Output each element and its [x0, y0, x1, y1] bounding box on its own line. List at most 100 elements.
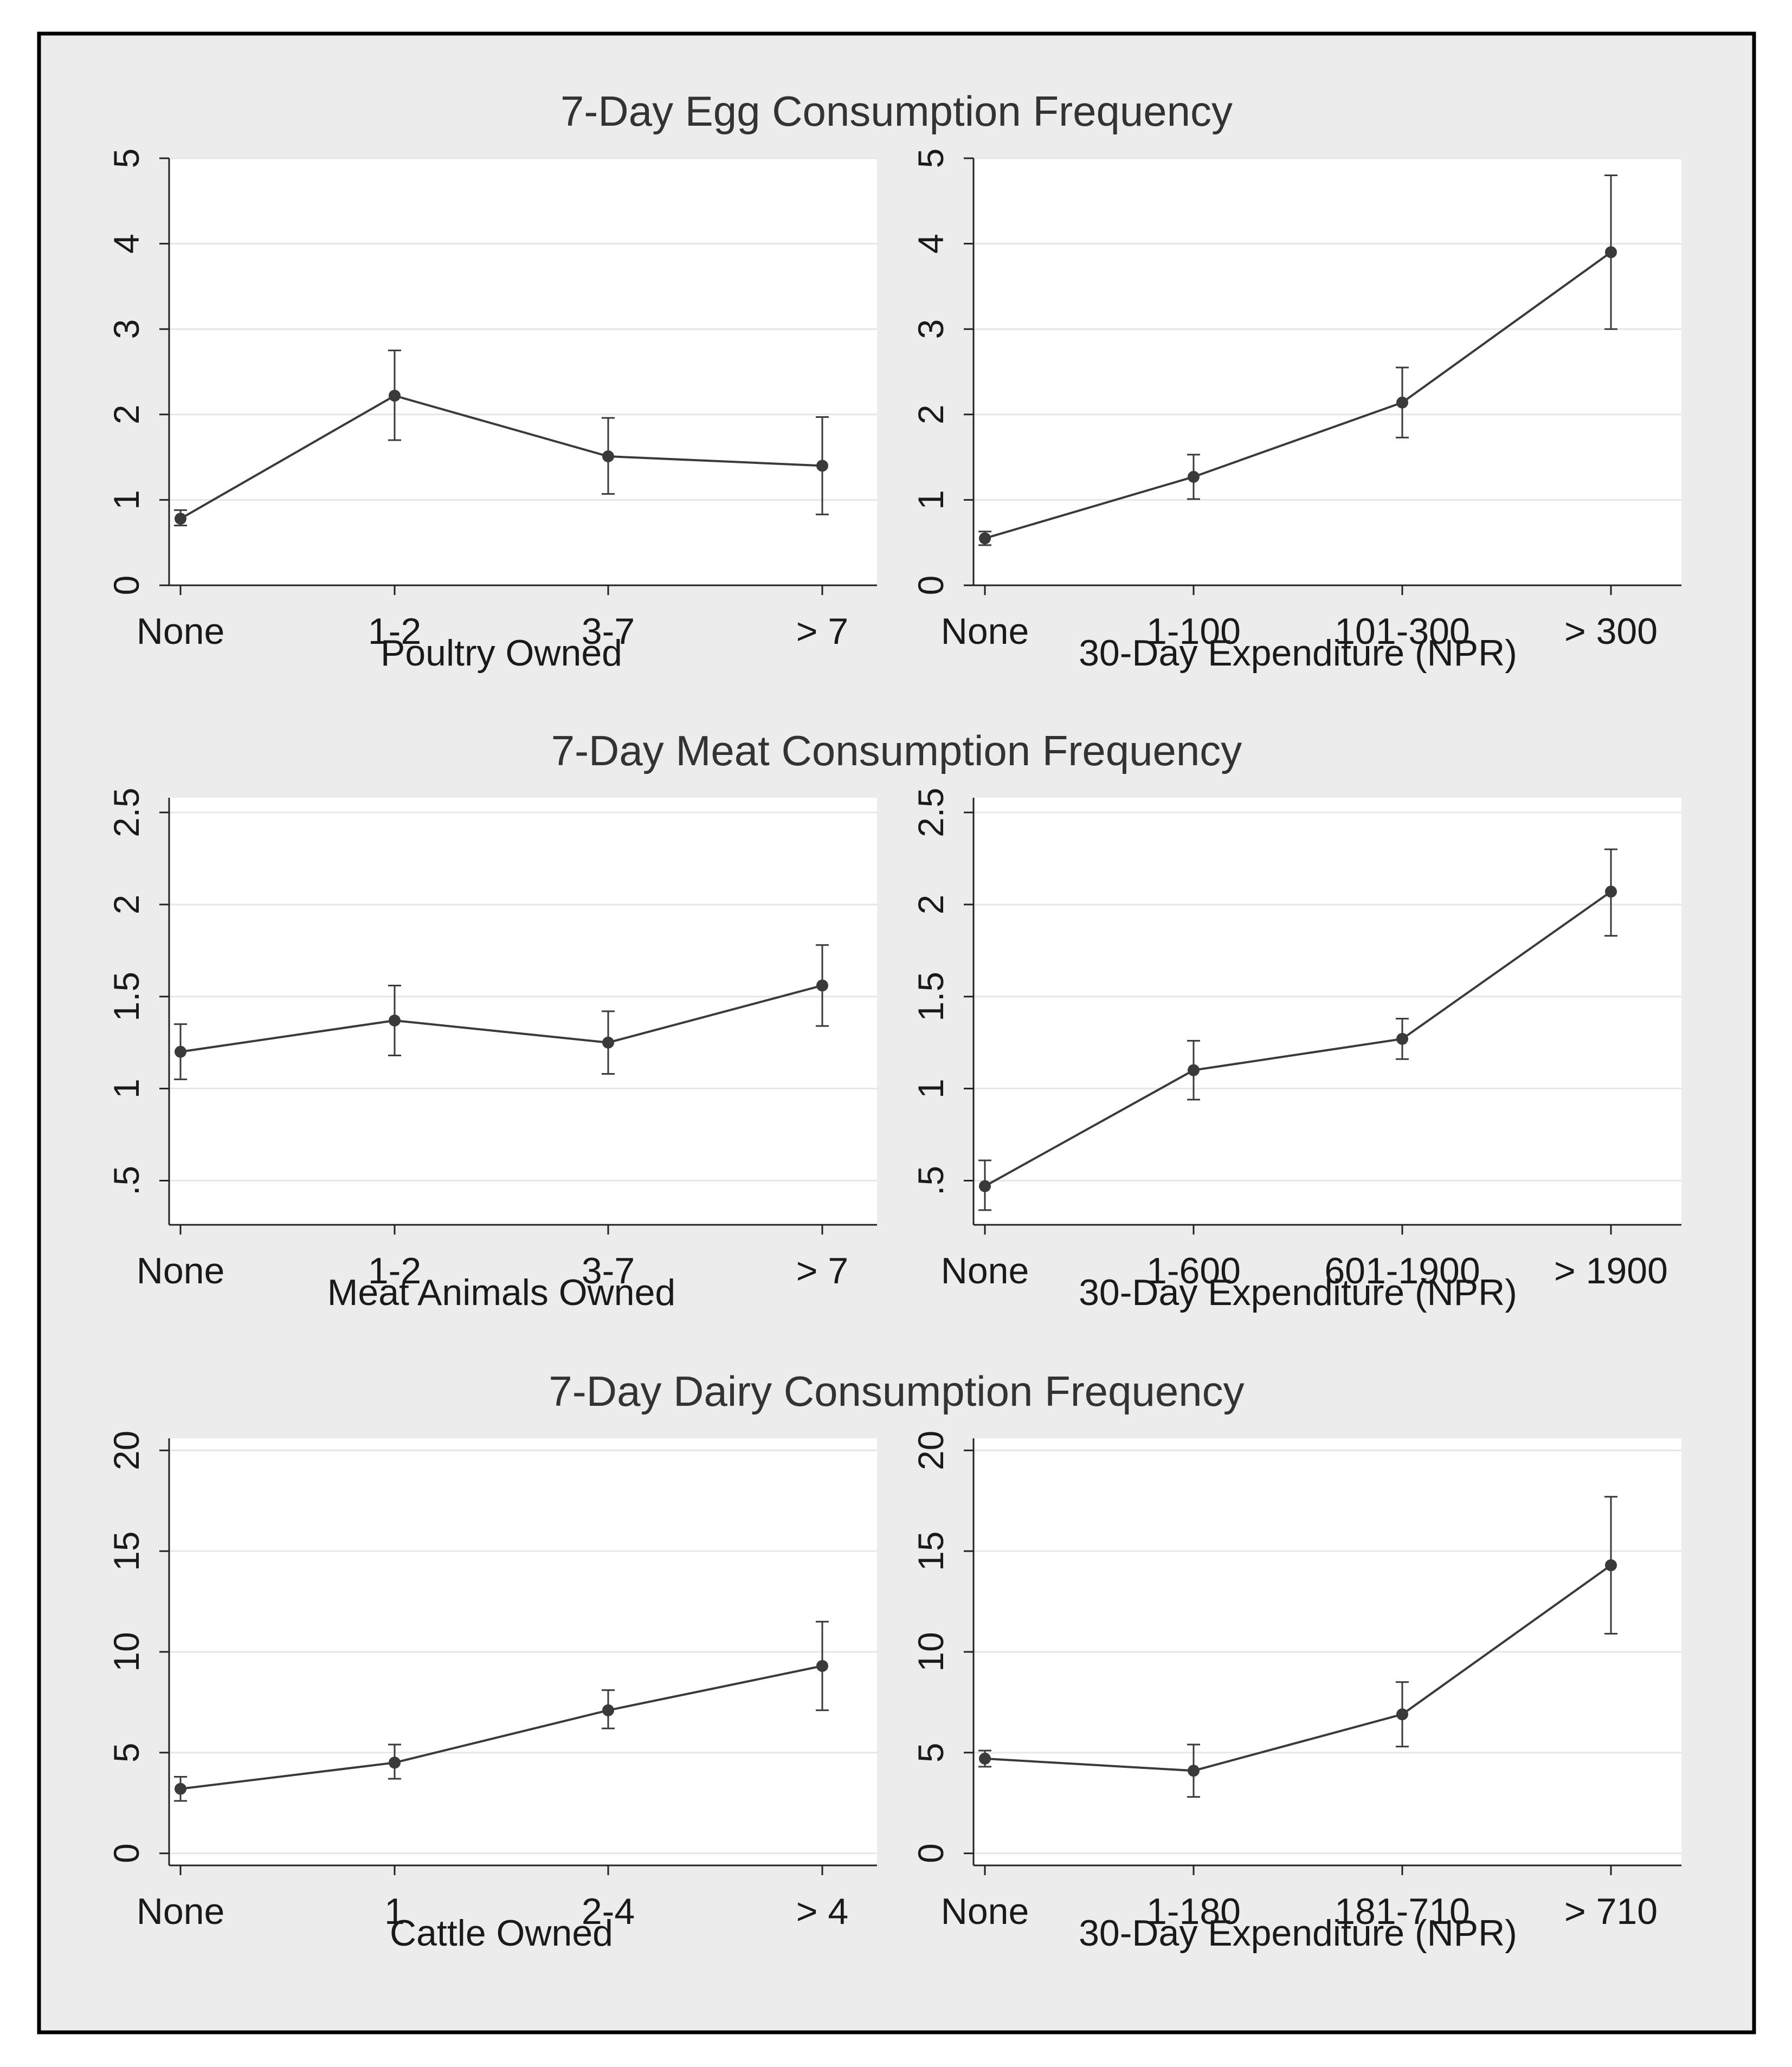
x-tick-label: None: [137, 1250, 225, 1291]
panel-5: 0 5 10 15 20 None 1-180 181-710 > 710 30-Day Expe…: [911, 1431, 1681, 1954]
y-tick-label: 15: [106, 1531, 146, 1571]
data-point: [1396, 1032, 1408, 1045]
panel-3: .5 1 1.5 2 2.5 None 1-600 601-1900 > 1900 30-Day …: [911, 787, 1681, 1313]
x-axis-title: Meat Animals Owned: [327, 1272, 676, 1313]
data-point: [816, 1660, 828, 1672]
y-tick-label: .5: [911, 1166, 951, 1196]
y-tick-label: 0: [911, 1843, 951, 1863]
data-point: [1188, 1064, 1200, 1076]
y-tick-label: 20: [911, 1431, 951, 1470]
y-tick-label: 1: [911, 490, 951, 510]
series-line: [180, 1665, 823, 1790]
y-tick-label: 0: [106, 1843, 146, 1863]
x-tick-label: 1-2: [368, 1250, 421, 1291]
x-tick-label: None: [941, 1250, 1029, 1291]
data-point: [979, 1180, 991, 1192]
x-tick-label: 601-1900: [1324, 1250, 1480, 1291]
data-point: [1605, 886, 1617, 898]
x-tick-label: None: [137, 611, 225, 652]
data-point: [602, 1036, 614, 1049]
y-tick-label: 2.5: [911, 787, 951, 837]
y-tick-label: .5: [106, 1166, 146, 1196]
x-tick-label: 101-300: [1335, 611, 1470, 652]
x-tick-label: 1-2: [368, 611, 421, 652]
data-point: [389, 1756, 401, 1769]
x-tick-label: None: [941, 611, 1029, 652]
y-tick-label: 1.5: [106, 972, 146, 1022]
y-tick-label: 10: [106, 1632, 146, 1671]
x-tick-label: None: [941, 1891, 1029, 1932]
panel-2: .5 1 1.5 2 2.5 None 1-2 3-7 > 7 Meat Animals Owne…: [106, 787, 877, 1313]
series-line: [180, 984, 823, 1053]
y-tick-label: 2: [106, 895, 146, 915]
y-tick-label: 3: [106, 319, 146, 339]
y-tick-label: 15: [911, 1531, 951, 1571]
x-tick-label: None: [137, 1891, 225, 1932]
plot-area: [974, 158, 1681, 585]
panel-4: 0 5 10 15 20 None 1 2-4 > 4 Cattle Owned: [106, 1431, 877, 1954]
data-point: [1396, 396, 1408, 409]
x-axis-title: Cattle Owned: [390, 1913, 613, 1954]
y-tick-label: 0: [106, 576, 146, 596]
y-tick-label: 3: [911, 319, 951, 339]
plot-area: [169, 798, 877, 1225]
panel-1: 0 1 2 3 4 5 None 1-100 101-300 > 300 30-Day Expend…: [911, 148, 1681, 674]
x-axis-title: 30-Day Expenditure (NPR): [1079, 1913, 1517, 1954]
series-line: [984, 1564, 1612, 1772]
x-tick-label: > 7: [796, 1250, 848, 1291]
data-point: [1396, 1708, 1408, 1721]
y-tick-label: 10: [911, 1632, 951, 1671]
data-point: [1605, 246, 1617, 259]
data-point: [389, 1014, 401, 1026]
y-tick-label: 4: [106, 234, 146, 254]
data-point: [1605, 1559, 1617, 1572]
data-point: [602, 1704, 614, 1716]
plot-area: [974, 798, 1681, 1225]
y-tick-label: 5: [106, 1742, 146, 1762]
y-tick-label: 20: [106, 1431, 146, 1470]
row-title-meat: 7-Day Meat Consumption Frequency: [551, 727, 1242, 774]
y-tick-label: 5: [911, 1742, 951, 1762]
x-tick-label: > 710: [1564, 1891, 1658, 1932]
x-tick-label: 1-180: [1146, 1891, 1241, 1932]
series-line: [984, 890, 1612, 1187]
y-tick-label: 1.5: [911, 972, 951, 1022]
x-tick-label: 181-710: [1335, 1891, 1470, 1932]
data-point: [816, 979, 828, 992]
data-point: [1188, 1765, 1200, 1777]
y-tick-label: 1: [911, 1078, 951, 1099]
y-tick-label: 5: [106, 148, 146, 169]
plot-area: [169, 158, 877, 585]
x-tick-label: 3-7: [582, 611, 635, 652]
series-line: [984, 251, 1612, 540]
data-point: [979, 532, 991, 545]
data-point: [175, 1782, 186, 1795]
data-point: [175, 1045, 186, 1058]
x-axis-title: Poultry Owned: [381, 632, 622, 674]
data-point: [979, 1753, 991, 1765]
y-tick-label: 0: [911, 576, 951, 596]
x-tick-label: 1-100: [1146, 611, 1241, 652]
x-tick-label: > 7: [796, 611, 848, 652]
row-title-dairy: 7-Day Dairy Consumption Frequency: [549, 1367, 1244, 1415]
y-tick-label: 1: [106, 490, 146, 510]
panels: 0 1 2 3 4 5 None 1-2 3-7 > 7 Poultry Owned 0 1 2 3 4 5 No…: [106, 148, 1681, 1954]
y-tick-label: 1: [106, 1078, 146, 1099]
data-point: [816, 460, 828, 472]
data-point: [602, 450, 614, 463]
x-tick-label: 2-4: [582, 1891, 635, 1932]
x-axis-title: 30-Day Expenditure (NPR): [1079, 1272, 1517, 1313]
row-title-egg: 7-Day Egg Consumption Frequency: [560, 87, 1233, 135]
y-tick-label: 2.5: [106, 787, 146, 837]
data-point: [175, 513, 186, 525]
x-tick-label: > 300: [1564, 611, 1658, 652]
y-tick-label: 4: [911, 234, 951, 254]
x-tick-label: 1: [384, 1891, 405, 1932]
x-axis-title: 30-Day Expenditure (NPR): [1079, 632, 1517, 674]
x-tick-label: 3-7: [582, 1250, 635, 1291]
x-tick-label: 1-600: [1146, 1250, 1241, 1291]
x-tick-label: > 1900: [1554, 1250, 1668, 1291]
y-tick-label: 2: [911, 404, 951, 424]
y-tick-label: 5: [911, 148, 951, 169]
